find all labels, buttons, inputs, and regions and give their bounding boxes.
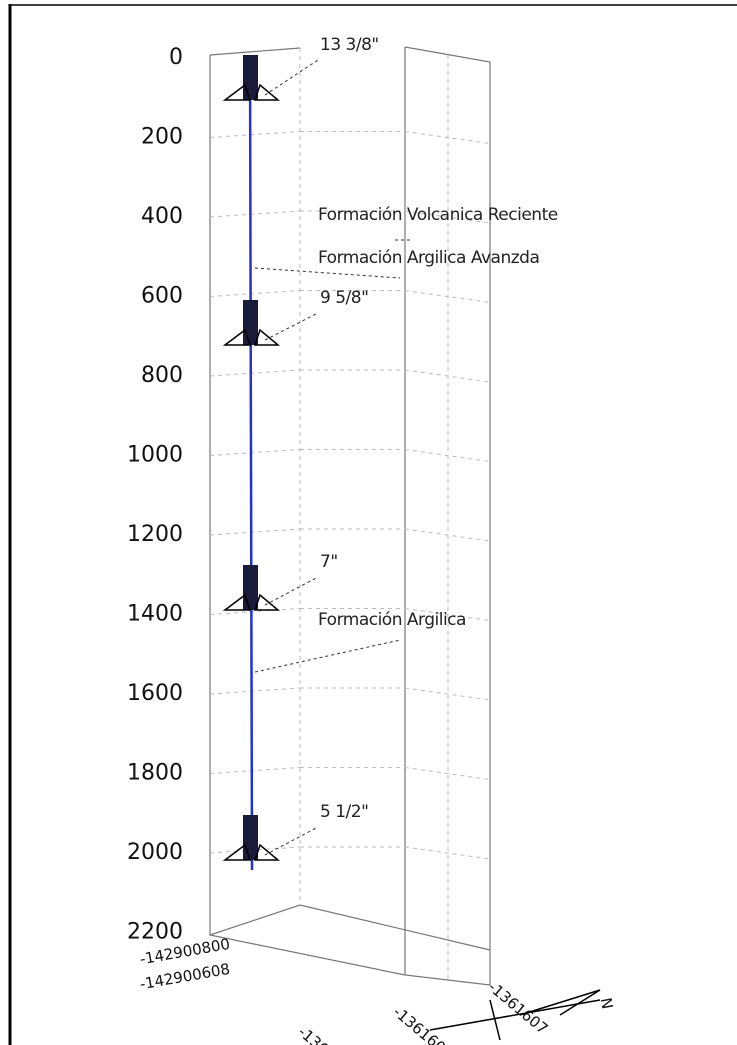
casing-shoes — [222, 55, 281, 861]
leader — [264, 312, 319, 341]
depth-label: 1600 — [127, 681, 183, 706]
depth-label: 1400 — [127, 602, 183, 627]
leader — [264, 59, 319, 96]
depth-label: 2200 — [127, 920, 183, 945]
depth-label: 1000 — [127, 443, 183, 468]
depth-label: 200 — [141, 125, 183, 150]
grid-line — [209, 687, 491, 701]
casing-label: 5 1/2" — [320, 802, 368, 822]
grid — [209, 48, 491, 980]
leader — [264, 576, 319, 606]
formation-label: Formación Volcanica Reciente — [318, 205, 558, 225]
casing — [243, 815, 258, 860]
casing-label: 9 5/8" — [320, 288, 368, 308]
casing-shoe — [222, 83, 281, 101]
grid-line — [299, 48, 449, 980]
well-path — [248, 57, 254, 871]
y-axis-label: -1361600 — [295, 1023, 362, 1045]
depth-label: 800 — [141, 363, 183, 388]
formation-label: Formación Argilica Avanzda — [318, 248, 539, 268]
depth-label: 600 — [141, 284, 183, 309]
depth-label: 400 — [141, 204, 183, 229]
casing-shoe — [222, 843, 281, 861]
leader — [254, 639, 401, 673]
casing-label: 13 3/8" — [320, 35, 379, 55]
formation-label: Formación Argilica — [318, 610, 466, 630]
leader — [264, 826, 319, 856]
grid-line — [209, 846, 491, 860]
grid-line — [209, 767, 491, 780]
north-label: N — [597, 996, 617, 1010]
depth-label: 1200 — [127, 522, 183, 547]
casing — [243, 565, 258, 610]
depth-label: 2000 — [127, 840, 183, 865]
casing — [243, 55, 258, 100]
depth-label: 1800 — [127, 761, 183, 786]
casing-shoe — [222, 593, 281, 611]
casing — [243, 300, 258, 345]
casing-label: 7" — [320, 552, 338, 572]
grid-line — [209, 608, 491, 621]
y-axis-label: -1361603 — [390, 1003, 457, 1045]
leader — [254, 267, 401, 279]
casing-shoe — [222, 328, 281, 346]
depth-label: 0 — [169, 45, 183, 70]
north-arrow — [429, 989, 601, 1041]
